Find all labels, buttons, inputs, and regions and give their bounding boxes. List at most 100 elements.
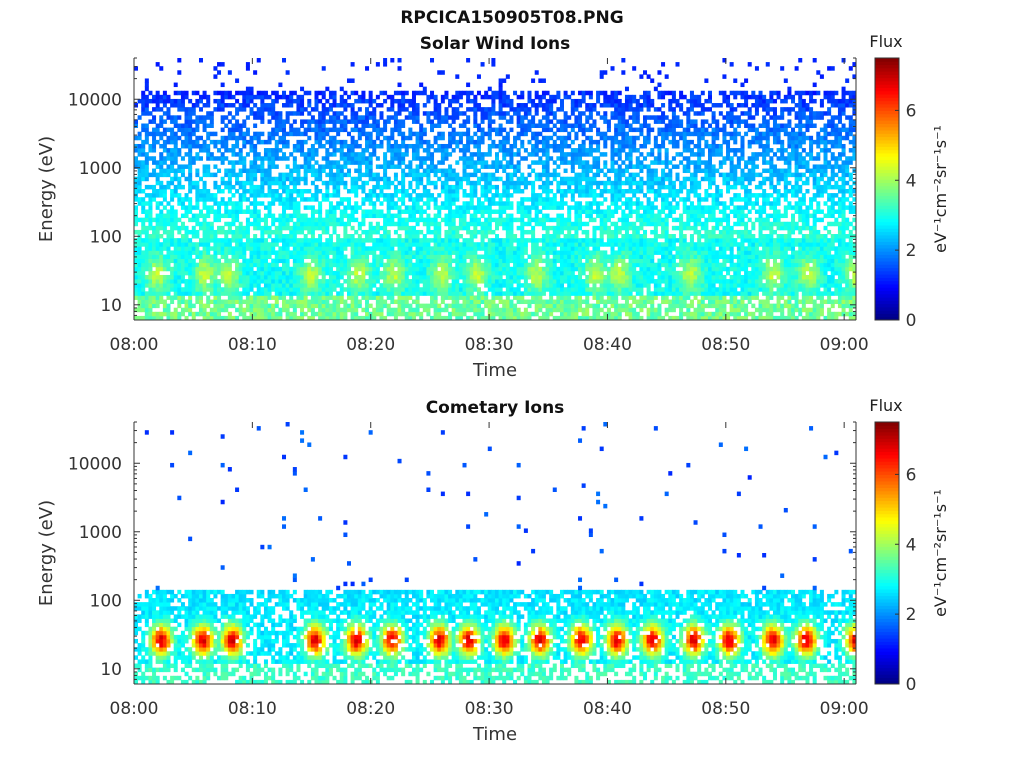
heatmap-cell xyxy=(354,266,359,272)
heatmap-cell xyxy=(513,135,518,141)
heatmap-cell xyxy=(224,180,229,186)
heatmap-cell xyxy=(559,189,564,194)
heatmap-cell xyxy=(303,139,308,145)
heatmap-cell xyxy=(249,148,254,153)
heatmap-cell xyxy=(321,287,326,292)
heatmap-cell xyxy=(393,111,398,116)
heatmap-cell xyxy=(173,123,178,128)
heatmap-cell xyxy=(180,94,185,100)
heatmap-cell xyxy=(282,274,287,280)
heatmap-cell xyxy=(516,279,521,284)
heatmap-cell xyxy=(282,143,287,149)
heatmap-cell xyxy=(260,246,265,251)
heatmap-cell xyxy=(249,135,254,141)
heatmap-cell xyxy=(198,311,203,317)
heatmap-cell xyxy=(538,98,543,104)
heatmap-cell xyxy=(458,225,463,231)
heatmap-cell xyxy=(476,148,481,153)
heatmap-cell xyxy=(137,287,142,292)
heatmap-cell xyxy=(184,139,189,145)
heatmap-cell xyxy=(144,315,149,321)
heatmap-cell xyxy=(520,131,525,137)
heatmap-cell xyxy=(516,287,521,292)
heatmap-cell xyxy=(455,291,460,296)
heatmap-cell xyxy=(206,143,211,149)
heatmap-cell xyxy=(567,238,572,243)
heatmap-cell xyxy=(184,127,189,133)
heatmap-cell xyxy=(469,283,474,288)
heatmap-cell xyxy=(162,283,167,288)
heatmap-cell xyxy=(556,254,561,259)
heatmap-cell xyxy=(401,217,406,223)
heatmap-cell xyxy=(346,156,351,161)
heatmap-cell xyxy=(224,213,229,219)
heatmap-cell xyxy=(559,246,564,251)
heatmap-cell xyxy=(314,193,319,198)
heatmap-cell xyxy=(527,111,532,116)
heatmap-cell xyxy=(245,90,250,96)
heatmap-cell xyxy=(271,131,276,137)
heatmap-cell xyxy=(354,217,359,223)
heatmap-cell xyxy=(260,254,265,259)
heatmap-cell xyxy=(325,246,330,251)
heatmap-cell xyxy=(476,254,481,259)
heatmap-cell xyxy=(191,315,196,321)
heatmap-cell xyxy=(354,262,359,268)
heatmap-cell xyxy=(314,197,319,202)
heatmap-cell xyxy=(379,209,384,214)
heatmap-cell xyxy=(372,201,377,206)
heatmap-cell xyxy=(448,315,453,321)
heatmap-cell xyxy=(541,258,546,264)
heatmap-cell xyxy=(209,115,214,120)
heatmap-cell xyxy=(152,139,157,145)
heatmap-cell xyxy=(300,287,305,292)
heatmap-cell xyxy=(195,103,200,108)
heatmap-cell xyxy=(325,156,330,161)
heatmap-cell xyxy=(162,279,167,284)
heatmap-cell xyxy=(484,266,489,272)
heatmap-cell xyxy=(202,303,207,309)
heatmap-cell xyxy=(502,180,507,186)
heatmap-cell xyxy=(520,217,525,223)
heatmap-cell xyxy=(224,246,229,251)
heatmap-cell xyxy=(310,238,315,243)
heatmap-cell xyxy=(498,217,503,223)
heatmap-cell xyxy=(278,279,283,284)
heatmap-cell xyxy=(170,98,175,104)
heatmap-cell xyxy=(339,111,344,116)
heatmap-cell xyxy=(209,156,214,161)
heatmap-cell xyxy=(274,266,279,272)
heatmap-cell xyxy=(325,127,330,133)
heatmap-cell xyxy=(527,287,532,292)
heatmap-cell xyxy=(379,270,384,276)
heatmap-cell xyxy=(451,234,456,239)
heatmap-cell xyxy=(343,139,348,145)
heatmap-cell xyxy=(263,291,268,296)
heatmap-cell xyxy=(466,262,471,268)
heatmap-cell xyxy=(184,135,189,141)
heatmap-cell xyxy=(267,135,272,141)
heatmap-cell xyxy=(354,279,359,284)
heatmap-cell xyxy=(310,127,315,133)
heatmap-cell xyxy=(523,127,528,133)
heatmap-cell xyxy=(563,127,568,133)
heatmap-cell xyxy=(300,111,305,116)
heatmap-cell xyxy=(375,123,380,128)
heatmap-cell xyxy=(383,254,388,259)
heatmap-cell xyxy=(300,94,305,100)
heatmap-cell xyxy=(487,86,492,92)
heatmap-cell xyxy=(375,184,380,190)
heatmap-cell xyxy=(502,164,507,169)
heatmap-cell xyxy=(253,307,258,313)
heatmap-cell xyxy=(520,197,525,202)
heatmap-cell xyxy=(541,242,546,247)
heatmap-cell xyxy=(401,90,406,96)
heatmap-cell xyxy=(285,94,290,100)
heatmap-cell xyxy=(411,176,416,182)
heatmap-cell xyxy=(303,234,308,239)
heatmap-cell xyxy=(433,291,438,296)
heatmap-cell xyxy=(513,172,518,178)
heatmap-cell xyxy=(191,250,196,255)
heatmap-cell xyxy=(415,209,420,214)
heatmap-cell xyxy=(180,201,185,206)
